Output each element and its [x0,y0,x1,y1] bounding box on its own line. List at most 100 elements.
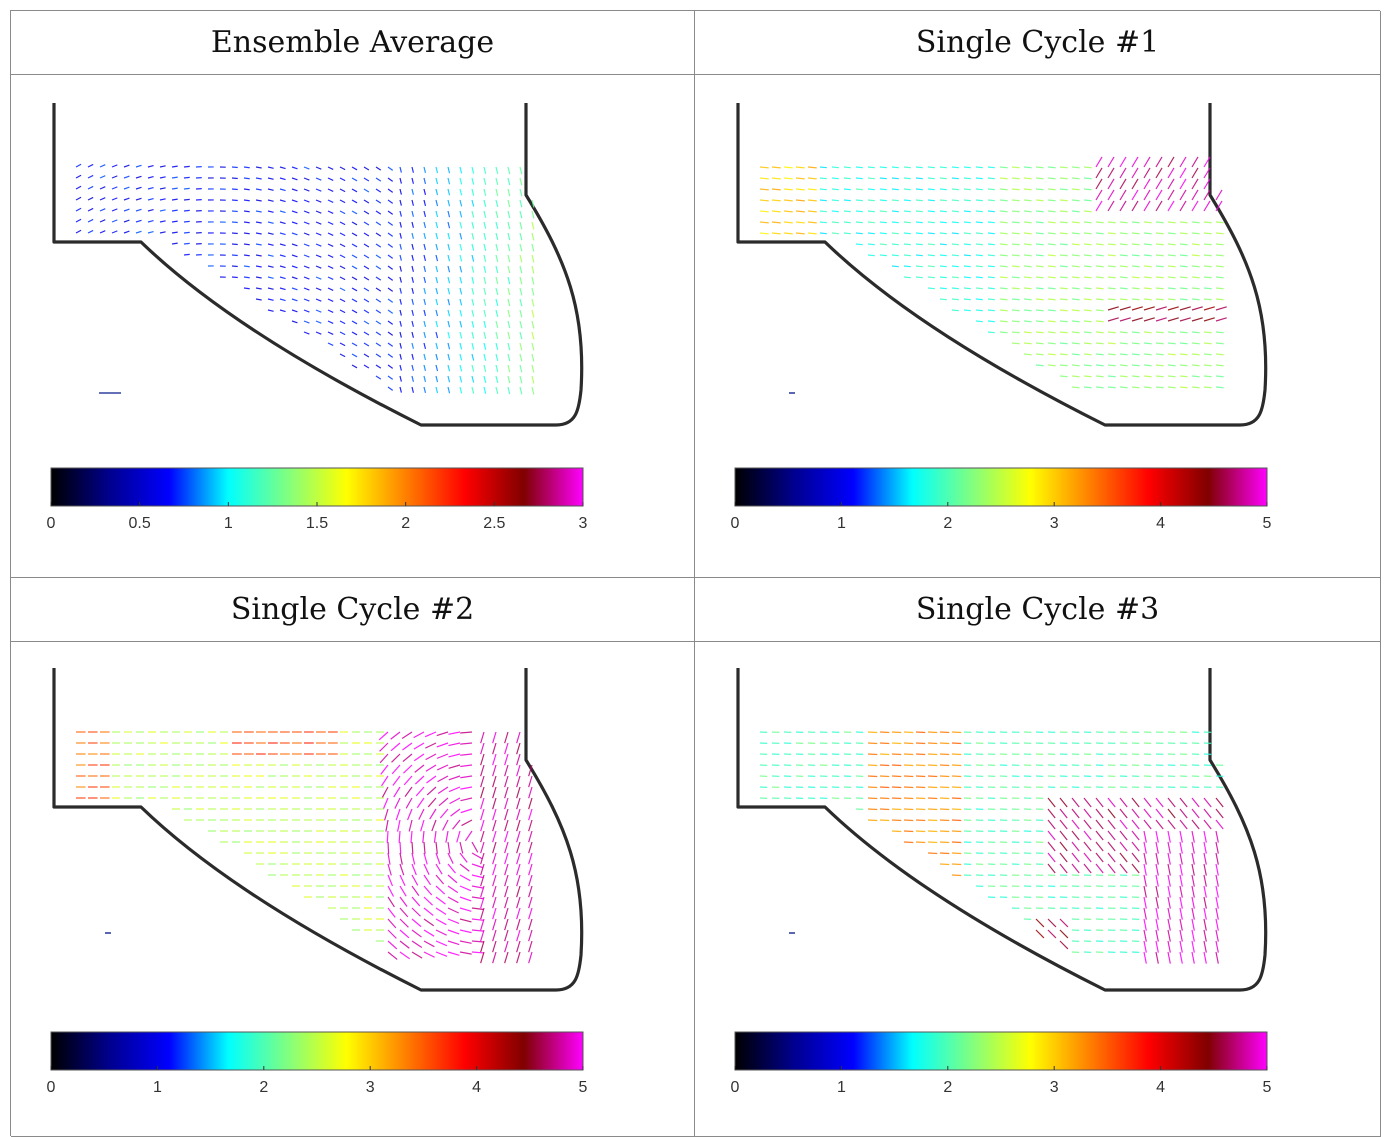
velocity-arrow [453,820,460,829]
velocity-arrow [376,365,381,368]
velocity-arrow [1036,288,1044,289]
velocity-arrow [304,200,309,202]
velocity-arrow [412,875,418,885]
velocity-arrow [376,321,381,324]
velocity-arrow [517,765,520,776]
velocity-arrow [1156,875,1158,887]
velocity-arrow [496,288,498,295]
velocity-arrow [352,365,357,368]
velocity-arrow [808,233,817,234]
velocity-arrow [412,266,413,272]
velocity-arrow [1012,343,1020,344]
velocity-arrow [424,886,432,895]
velocity-arrow [1048,930,1056,938]
velocity-arrow [1156,222,1164,223]
velocity-arrow [436,189,438,195]
velocity-arrow [505,897,508,908]
velocity-arrow [1132,288,1140,289]
velocity-arrow [1156,820,1163,829]
velocity-arrow [280,255,286,257]
velocity-arrow [1192,831,1194,843]
velocity-arrow [1024,299,1032,300]
velocity-arrow [1180,864,1182,876]
velocity-arrow [388,897,394,907]
velocity-arrow [1180,831,1182,843]
velocity-arrow [352,343,357,346]
velocity-arrow [340,222,345,225]
velocity-arrow [529,842,532,853]
velocity-arrow [112,176,117,178]
velocity-arrow [1108,266,1116,267]
velocity-arrow [352,310,357,313]
velocity-arrow [364,222,369,225]
velocity-arrow [244,288,250,289]
velocity-arrow [940,211,947,212]
velocity-arrow [1024,277,1032,278]
velocity-arrow [928,244,935,245]
velocity-arrow [340,189,345,192]
colorbar-tick-label: 2 [943,1079,952,1096]
velocity-arrow [532,211,534,218]
velocity-arrow [1180,288,1188,289]
velocity-arrow [393,776,400,785]
velocity-arrow [1084,167,1092,168]
velocity-arrow [529,787,532,798]
velocity-arrow [403,754,412,762]
velocity-arrow [493,875,496,886]
velocity-arrow [136,187,142,189]
velocity-arrow [304,255,309,257]
velocity-arrow [400,178,401,184]
velocity-arrow [1204,387,1212,388]
velocity-arrow [892,244,899,245]
velocity-arrow [1204,919,1206,931]
velocity-arrow [352,288,357,291]
velocity-arrow [532,376,534,383]
velocity-arrow [400,343,401,349]
velocity-arrow [436,387,438,393]
velocity-arrow [1084,321,1092,322]
velocity-arrow [316,189,321,191]
velocity-arrow [472,853,482,859]
velocity-arrow [184,177,190,178]
velocity-arrow [1108,376,1116,377]
velocity-arrow [1192,244,1200,245]
velocity-arrow [1168,277,1176,278]
velocity-arrow [1084,809,1091,818]
velocity-arrow [1012,189,1020,190]
velocity-arrow [1180,853,1182,865]
velocity-arrow [1144,387,1152,388]
velocity-arrow [1180,897,1182,909]
velocity-arrow [1084,864,1091,873]
velocity-arrow [1036,365,1044,366]
velocity-arrow [517,875,520,886]
colorbar-tick-label: 0 [47,1079,56,1096]
velocity-arrow [1180,952,1182,964]
velocity-arrow [868,178,875,179]
velocity-arrow [1012,299,1020,300]
velocity-arrow [316,178,321,180]
velocity-arrow [1132,354,1140,355]
velocity-arrow [832,222,839,223]
velocity-arrow [1024,200,1032,201]
velocity-arrow [352,178,357,181]
velocity-arrow [868,255,875,256]
velocity-arrow [304,167,309,169]
velocity-arrow [1084,200,1092,201]
velocity-arrow [434,831,436,843]
velocity-arrow [268,310,274,311]
velocity-arrow [856,167,863,168]
velocity-arrow [1108,387,1116,388]
velocity-arrow [976,189,983,190]
velocity-arrow [304,222,309,224]
velocity-arrow [1168,354,1176,355]
velocity-arrow [1120,277,1128,278]
velocity-arrow [832,211,839,212]
velocity-arrow [784,167,793,168]
velocity-arrow [1156,354,1164,355]
velocity-arrow [364,332,369,335]
velocity-arrow [1012,310,1020,311]
velocity-arrow [364,365,369,368]
